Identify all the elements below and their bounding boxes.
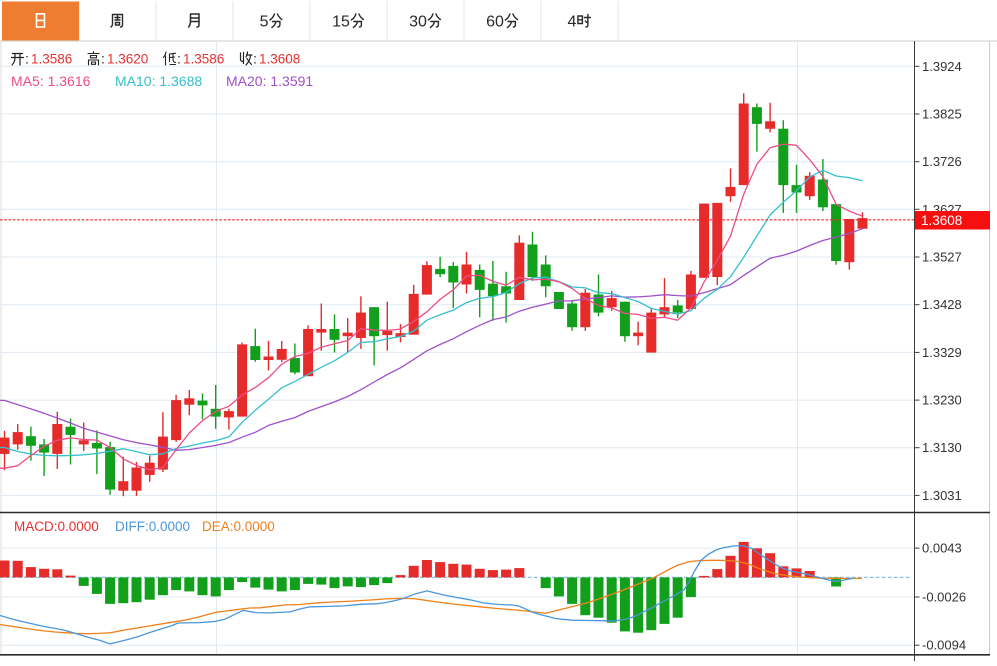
svg-text:MA5: 1.3616: MA5: 1.3616 xyxy=(11,73,91,89)
svg-text:5: 5 xyxy=(260,14,269,31)
svg-text:1.3586: 1.3586 xyxy=(183,52,224,67)
svg-text:1.3527: 1.3527 xyxy=(922,250,962,265)
svg-text:1.3329: 1.3329 xyxy=(922,345,962,360)
svg-text::: : xyxy=(101,51,105,67)
svg-text:MA10: 1.3688: MA10: 1.3688 xyxy=(115,73,202,89)
svg-text:4: 4 xyxy=(568,14,577,31)
svg-text:15: 15 xyxy=(332,14,350,31)
svg-text:1.3130: 1.3130 xyxy=(922,440,962,455)
svg-text:1.3031: 1.3031 xyxy=(922,488,962,503)
svg-text:1.3230: 1.3230 xyxy=(922,393,962,408)
svg-text::: : xyxy=(253,51,257,67)
svg-text::: : xyxy=(25,51,29,67)
svg-text:1.3726: 1.3726 xyxy=(922,154,962,169)
svg-text:0.0043: 0.0043 xyxy=(922,541,962,556)
svg-text:1.3620: 1.3620 xyxy=(107,52,148,67)
svg-text:1.3608: 1.3608 xyxy=(259,52,300,67)
svg-text:-0.0094: -0.0094 xyxy=(922,638,966,653)
svg-text:DEA:0.0000: DEA:0.0000 xyxy=(202,519,275,534)
svg-text:MA20: 1.3591: MA20: 1.3591 xyxy=(226,73,313,89)
svg-text:1.3924: 1.3924 xyxy=(922,59,962,74)
svg-text:1.3825: 1.3825 xyxy=(922,107,962,122)
svg-text:1.3608: 1.3608 xyxy=(921,213,962,228)
svg-text:-0.0026: -0.0026 xyxy=(922,590,966,605)
svg-text:DIFF:0.0000: DIFF:0.0000 xyxy=(115,519,190,534)
svg-text:60: 60 xyxy=(486,14,504,31)
svg-text::: : xyxy=(177,51,181,67)
svg-text:30: 30 xyxy=(409,14,427,31)
svg-text:1.3586: 1.3586 xyxy=(31,52,72,67)
svg-text:MACD:0.0000: MACD:0.0000 xyxy=(14,519,99,534)
svg-text:1.3428: 1.3428 xyxy=(922,297,962,312)
